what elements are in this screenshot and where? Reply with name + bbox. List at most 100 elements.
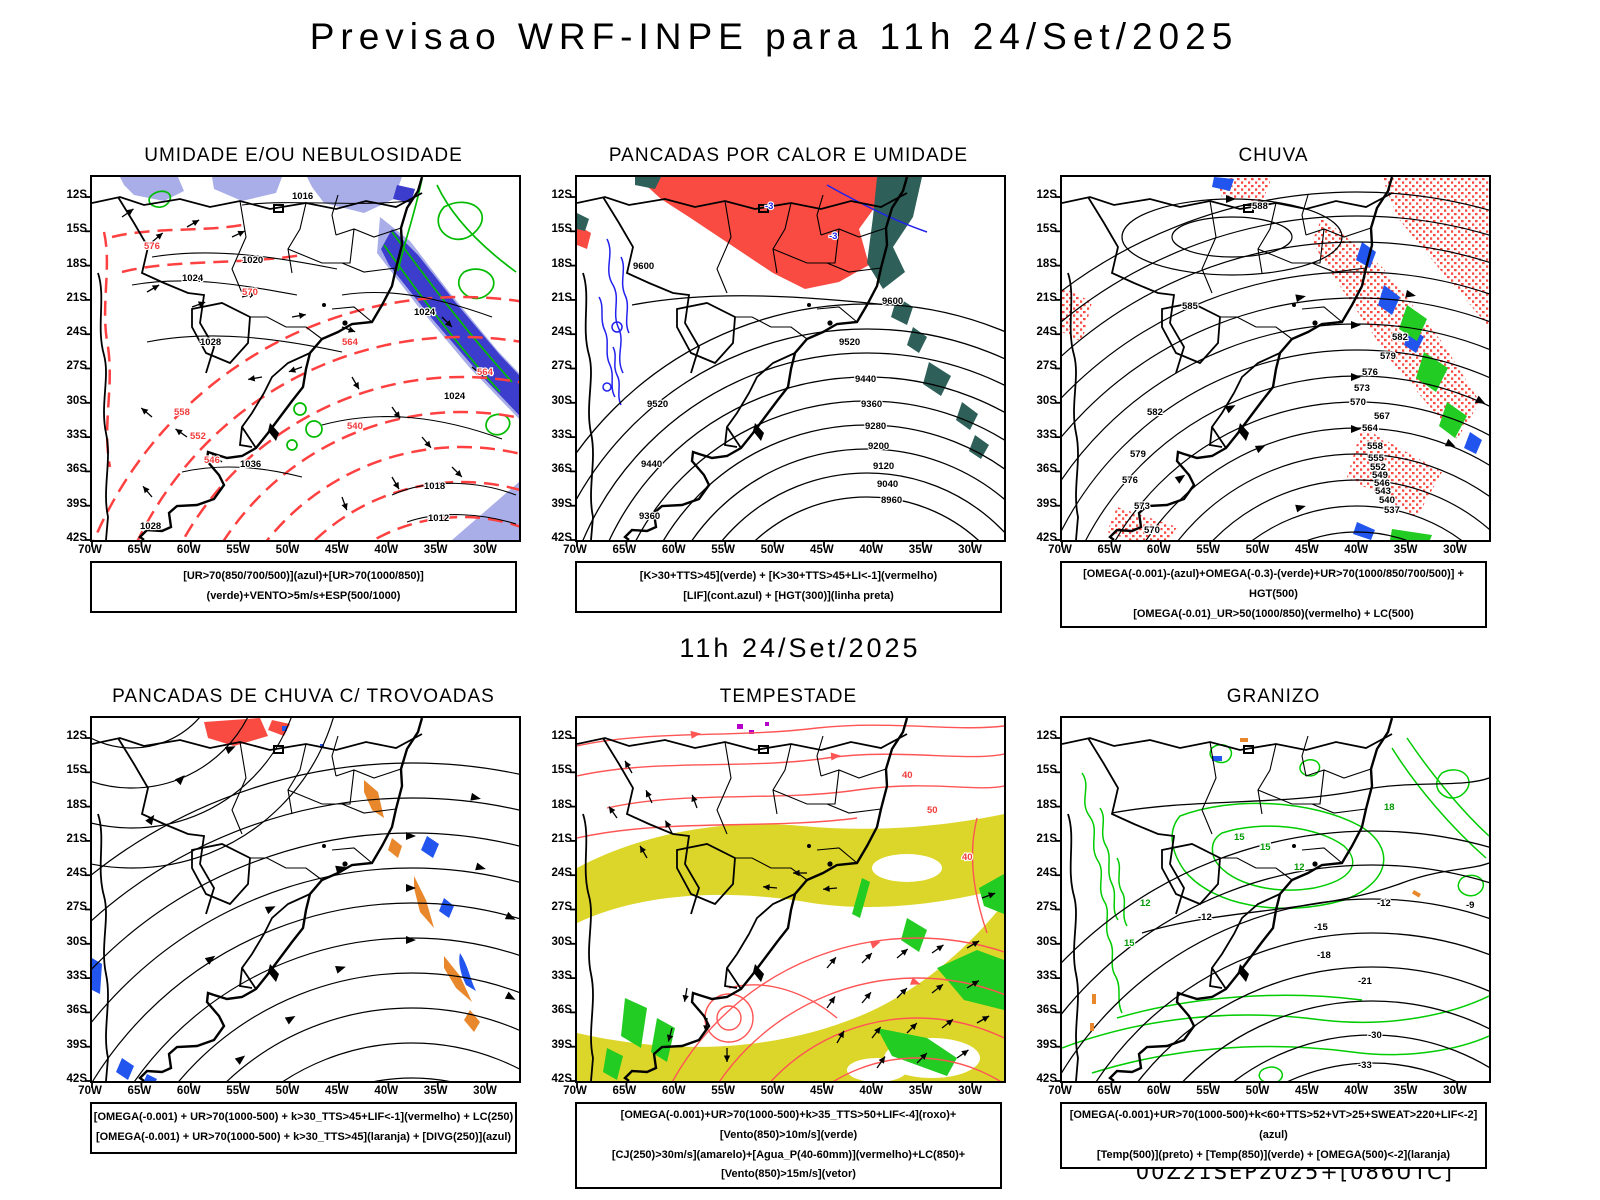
lon-tick-label: 60W bbox=[176, 1085, 201, 1097]
lon-tick-label: 35W bbox=[1393, 1085, 1418, 1097]
svg-text:573: 573 bbox=[1354, 383, 1370, 394]
lat-tick-label: 33S bbox=[66, 970, 87, 983]
svg-text:570: 570 bbox=[242, 287, 258, 298]
svg-text:573: 573 bbox=[1134, 501, 1150, 512]
lat-tick-label: 39S bbox=[551, 1038, 572, 1051]
caption-line-2: [CJ(250)>30m/s](amarelo)+[Agua_P(40-60mm… bbox=[611, 1148, 966, 1181]
svg-text:564: 564 bbox=[1362, 423, 1379, 434]
lon-tick-label: 50W bbox=[275, 544, 300, 556]
yellow-gap bbox=[847, 1058, 907, 1081]
lat-tick-label: 27S bbox=[66, 901, 87, 914]
lat-tick-label: 36S bbox=[1036, 463, 1057, 476]
map-pancadas-calor: 9600 9600 9520 9520 9440 9440 9360 9360 … bbox=[569, 175, 1006, 548]
lon-tick-label: 50W bbox=[1245, 1085, 1270, 1097]
lon-tick-label: 70W bbox=[1048, 544, 1072, 556]
lat-tick-label: 39S bbox=[66, 1038, 87, 1051]
map-tempestade: 40 50 40 bbox=[569, 716, 1006, 1089]
lon-tick-label: 45W bbox=[810, 1085, 834, 1097]
lon-tick-label: 35W bbox=[423, 544, 448, 556]
green-rain-patches bbox=[1390, 305, 1467, 540]
lat-tick-label: 18S bbox=[66, 257, 87, 270]
lon-tick-label: 55W bbox=[711, 544, 735, 556]
lat-axis: 12S 15S 18S 21S 24S 27S 30S 33S 36S 39S 42S bbox=[547, 188, 572, 545]
svg-text:40: 40 bbox=[902, 770, 913, 781]
lon-tick-label: 65W bbox=[127, 544, 152, 556]
lat-tick-label: 18S bbox=[66, 798, 87, 811]
panel-chuva: CHUVA 12S 15S 18S 21S 24S 27S 30S 33S 36S 39S 42S bbox=[1032, 143, 1491, 629]
svg-text:12: 12 bbox=[1294, 862, 1305, 873]
map-pancadas-calor-svg: 9600 9600 9520 9520 9440 9440 9360 9360 … bbox=[569, 177, 1004, 548]
lat-tick-label: 33S bbox=[551, 429, 572, 442]
lat-tick-label: 27S bbox=[66, 360, 87, 373]
lat-tick-label: 24S bbox=[551, 867, 572, 880]
lon-tick-label: 55W bbox=[1196, 544, 1220, 556]
panel-title-chuva: CHUVA bbox=[1238, 145, 1309, 166]
valid-time-label: 11h 24/Set/2025 bbox=[679, 633, 921, 663]
lon-tick-label: 60W bbox=[1146, 1085, 1171, 1097]
lat-tick-label: 33S bbox=[1036, 970, 1057, 983]
lon-tick-label: 45W bbox=[1295, 544, 1319, 556]
svg-text:1020: 1020 bbox=[242, 255, 263, 266]
lat-tick-label: 27S bbox=[1036, 901, 1057, 914]
lon-tick-label: 40W bbox=[374, 544, 399, 556]
lat-tick-label: 39S bbox=[1036, 497, 1057, 510]
caption-pancadas-trovoadas: [OMEGA(-0.001) + UR>70(1000-500) + k>30_… bbox=[90, 1102, 517, 1154]
panel-row-1: UMIDADE E/OU NEBULOSIDADE 12S 15S 18S 21S 24… bbox=[62, 143, 1491, 629]
map-granizo: -9 -12 -12 -15 -18 -21 -30 -33 18 15 12 … bbox=[1054, 716, 1491, 1089]
map-pancadas-trovoadas-svg bbox=[84, 718, 519, 1089]
lat-tick-label: 27S bbox=[551, 360, 572, 373]
contour-value-labels: 588 585 582 579 576 573 570 567 564 558 … bbox=[1121, 200, 1409, 537]
map-umidade-svg: 576 570 564 558 552 546 540 564 1016 102… bbox=[84, 177, 519, 548]
svg-text:564: 564 bbox=[342, 337, 359, 348]
contour-value-labels: 40 50 40 bbox=[901, 769, 974, 864]
caption-line-2: [Temp(500)](preto) + [Temp(850)](verde) … bbox=[1096, 1148, 1451, 1161]
svg-text:585: 585 bbox=[1182, 301, 1199, 312]
svg-text:1012: 1012 bbox=[428, 513, 449, 524]
lon-tick-label: 35W bbox=[423, 1085, 448, 1097]
svg-text:1018: 1018 bbox=[424, 481, 445, 492]
streamline-arrowheads bbox=[145, 742, 518, 1065]
svg-text:537: 537 bbox=[1384, 505, 1400, 516]
svg-text:15: 15 bbox=[1124, 938, 1135, 949]
lat-tick-label: 24S bbox=[1036, 867, 1057, 880]
map-granizo-svg: -9 -12 -12 -15 -18 -21 -30 -33 18 15 12 … bbox=[1054, 718, 1489, 1089]
humidity-blue-shading bbox=[381, 185, 519, 415]
svg-text:543: 543 bbox=[1375, 486, 1391, 497]
lon-tick-label: 60W bbox=[661, 1085, 686, 1097]
lon-tick-label: 50W bbox=[760, 1085, 785, 1097]
svg-text:1036: 1036 bbox=[240, 459, 261, 470]
svg-text:552: 552 bbox=[190, 431, 206, 442]
caption-tempestade: [OMEGA(-0.001)+UR>70(1000-500)+k>35_TTS>… bbox=[575, 1102, 1002, 1190]
lat-tick-label: 42S bbox=[66, 531, 87, 544]
svg-text:576: 576 bbox=[1362, 367, 1378, 378]
lon-tick-label: 65W bbox=[612, 1085, 637, 1097]
lat-tick-label: 15S bbox=[66, 223, 87, 236]
svg-text:9520: 9520 bbox=[839, 337, 860, 348]
panel-title-pancadas-trovoadas: PANCADAS DE CHUVA C/ TROVOADAS bbox=[112, 686, 495, 707]
lon-axis: 70W 65W 60W 55W 50W 45W 40W 35W 30W bbox=[1044, 544, 1471, 556]
lon-tick-label: 70W bbox=[563, 1085, 587, 1097]
purple-storm-marks bbox=[737, 722, 769, 734]
lat-tick-label: 33S bbox=[1036, 429, 1057, 442]
lat-tick-label: 15S bbox=[551, 223, 572, 236]
svg-text:576: 576 bbox=[144, 241, 160, 252]
red-instability-shading bbox=[577, 177, 882, 289]
svg-text:18: 18 bbox=[1384, 802, 1395, 813]
lon-tick-label: 40W bbox=[859, 544, 884, 556]
lon-tick-label: 30W bbox=[958, 1085, 982, 1097]
svg-text:9440: 9440 bbox=[855, 374, 876, 385]
panel-title-pancadas-calor: PANCADAS POR CALOR E UMIDADE bbox=[608, 145, 969, 166]
lon-tick-label: 35W bbox=[1393, 544, 1418, 556]
lat-tick-label: 39S bbox=[66, 497, 87, 510]
lat-tick-label: 21S bbox=[1036, 291, 1057, 304]
lon-tick-label: 65W bbox=[127, 1085, 152, 1097]
lon-axis: 70W 65W 60W 55W 50W 45W 40W 35W 30W bbox=[74, 544, 501, 556]
svg-text:1024: 1024 bbox=[182, 273, 204, 284]
lc250-streamlines bbox=[92, 718, 519, 1081]
svg-text:546: 546 bbox=[1374, 478, 1390, 489]
map-umidade: 576 570 564 558 552 546 540 564 1016 102… bbox=[84, 175, 521, 548]
svg-text:15: 15 bbox=[1260, 842, 1271, 853]
blue-lif-contours bbox=[598, 184, 928, 406]
lat-tick-label: 42S bbox=[1036, 1072, 1057, 1085]
panel-title-granizo: GRANIZO bbox=[1226, 686, 1321, 707]
